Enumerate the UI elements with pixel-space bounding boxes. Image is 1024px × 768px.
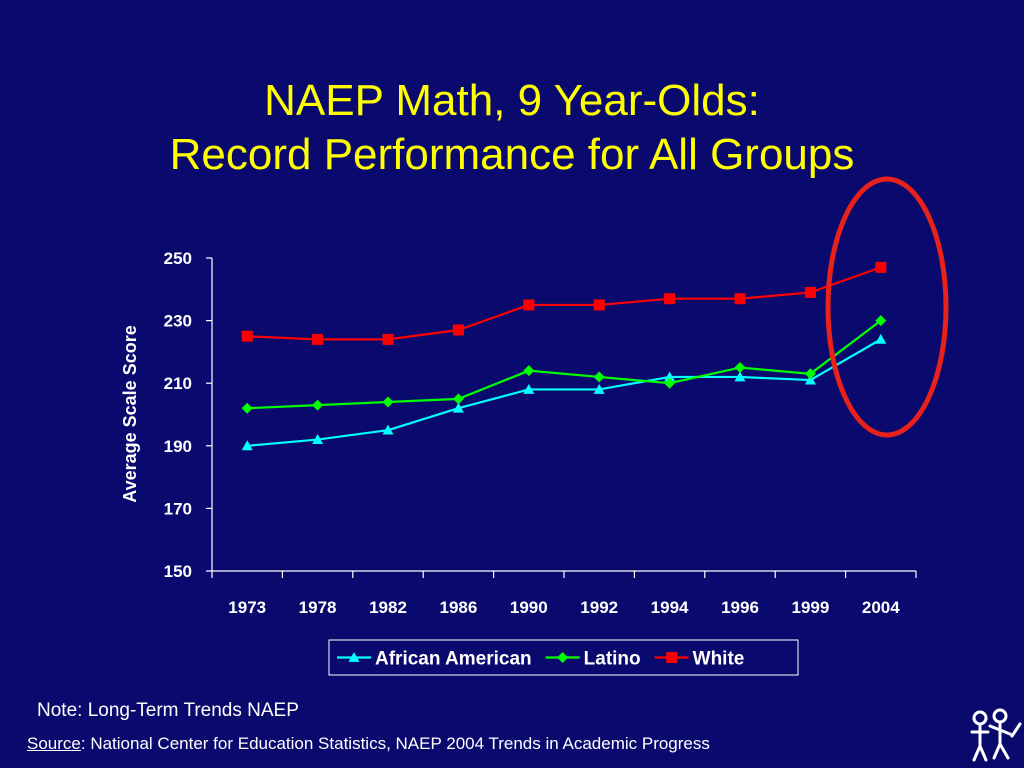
children-logo-icon	[970, 708, 1022, 762]
latino-series-line	[247, 319, 882, 410]
white-data-point	[382, 333, 394, 345]
african-american-data-point	[875, 333, 887, 344]
african-american-data-point	[664, 371, 676, 382]
x-tick-label: 1999	[791, 598, 829, 617]
x-tick-label: 1996	[721, 598, 759, 617]
latino-data-point	[664, 377, 676, 389]
latino-data-point	[312, 399, 324, 411]
latino-data-point	[734, 362, 746, 374]
latino-data-point	[593, 371, 605, 383]
y-axis-label: Average Scale Score	[120, 325, 140, 502]
african-american-data-point	[593, 383, 605, 394]
note-text: Note: Long-Term Trends NAEP	[37, 700, 299, 721]
african-american-series-line	[247, 338, 882, 447]
y-tick-label: 230	[164, 312, 192, 331]
y-tick-label: 190	[164, 437, 192, 456]
x-tick-label: 1982	[369, 598, 407, 617]
x-tick-label: 1986	[439, 598, 477, 617]
y-tick-label: 170	[164, 499, 192, 518]
source-label: Source	[27, 734, 81, 753]
latino-data-point	[875, 315, 887, 327]
legend-label-latino: Latino	[584, 649, 641, 670]
x-tick-label: 1994	[651, 598, 689, 617]
x-tick-label: 2004	[862, 598, 900, 617]
title-line-1: NAEP Math, 9 Year-Olds:	[264, 76, 760, 125]
x-tick-label: 1992	[580, 598, 618, 617]
y-tick-label: 150	[164, 562, 192, 581]
legend-marker-african-american	[348, 652, 360, 662]
latino-data-point	[804, 368, 816, 380]
x-tick-label: 1978	[299, 598, 337, 617]
white-series-line	[247, 266, 882, 341]
african-american-data-point	[382, 424, 394, 435]
highlight-ellipse	[825, 176, 949, 438]
legend-label-african-american: African American	[375, 649, 532, 670]
y-tick-label: 210	[164, 374, 192, 393]
latino-data-point	[241, 402, 253, 414]
african-american-data-point	[523, 383, 535, 394]
white-data-point	[312, 333, 324, 345]
slide-title: NAEP Math, 9 Year-Olds: Record Performan…	[0, 74, 1024, 182]
african-american-data-point	[312, 434, 324, 444]
legend-label-white: White	[693, 649, 745, 670]
white-data-point	[452, 324, 464, 336]
african-american-data-point	[241, 440, 253, 451]
white-data-point	[734, 293, 746, 305]
source-line: Source: National Center for Education St…	[27, 734, 710, 754]
legend-box	[328, 639, 799, 676]
latino-data-point	[382, 396, 394, 408]
source-text: : National Center for Education Statisti…	[80, 734, 710, 753]
african-american-data-point	[734, 371, 746, 382]
white-data-point	[523, 299, 535, 311]
white-data-point	[875, 261, 887, 273]
latino-data-point	[523, 365, 535, 377]
legend-marker-latino	[557, 652, 569, 663]
x-tick-label: 1973	[228, 598, 266, 617]
white-data-point	[804, 286, 816, 298]
legend-marker-white	[666, 652, 678, 663]
white-data-point	[664, 293, 676, 305]
african-american-data-point	[804, 374, 816, 385]
title-line-2: Record Performance for All Groups	[169, 130, 855, 179]
white-data-point	[593, 299, 605, 311]
y-tick-label: 250	[164, 249, 192, 268]
african-american-data-point	[452, 402, 464, 413]
latino-data-point	[452, 393, 464, 405]
white-data-point	[241, 330, 253, 342]
x-tick-label: 1990	[510, 598, 548, 617]
